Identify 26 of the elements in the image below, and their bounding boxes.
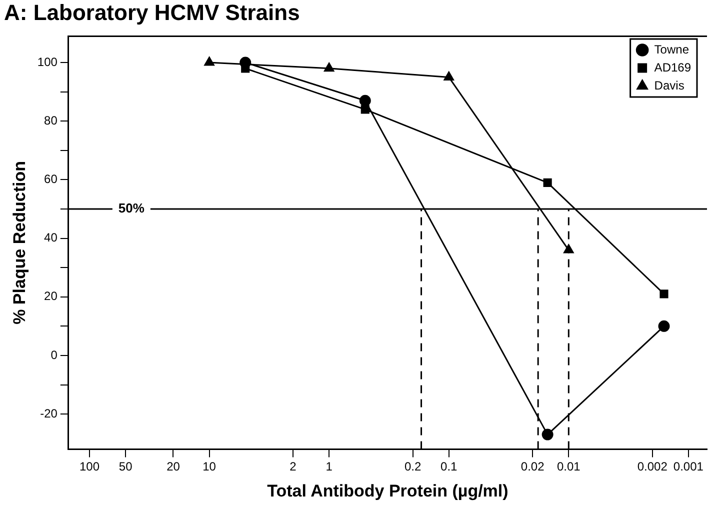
legend-label: Towne — [654, 42, 690, 56]
x-tick-label: 0.02 — [520, 460, 545, 474]
y-tick-label: 100 — [37, 54, 58, 69]
x-tick-label: 1 — [326, 460, 333, 474]
x-tick-label: 2 — [290, 460, 297, 474]
y-tick-label: 60 — [44, 172, 58, 186]
x-tick-label: 10 — [202, 460, 216, 474]
x-tick-label: 0.2 — [404, 460, 422, 474]
y-tick-label: 20 — [44, 289, 58, 304]
y-tick-label: 80 — [44, 113, 58, 128]
x-tick-label: 0.002 — [637, 460, 668, 474]
ref-line-label: 50% — [118, 200, 145, 216]
legend-label: Davis — [654, 78, 684, 92]
x-tick-label: 20 — [166, 460, 180, 474]
x-tick-label: 0.001 — [673, 460, 704, 474]
y-tick-label: 40 — [44, 230, 58, 245]
y-tick-label: -20 — [40, 406, 58, 420]
x-tick-label: 100 — [80, 460, 100, 474]
x-tick-label: 50 — [118, 460, 133, 474]
y-tick-label: 0 — [50, 348, 58, 362]
x-tick-label: 0.01 — [556, 460, 581, 474]
chart-title: A: Laboratory HCMV Strains — [4, 0, 300, 26]
legend-label: AD169 — [654, 60, 692, 74]
y-axis-title: % Plaque Reduction — [10, 160, 29, 324]
x-tick-label: 0.1 — [440, 460, 458, 474]
x-axis-title: Total Antibody Protein (µg/ml) — [267, 481, 508, 500]
